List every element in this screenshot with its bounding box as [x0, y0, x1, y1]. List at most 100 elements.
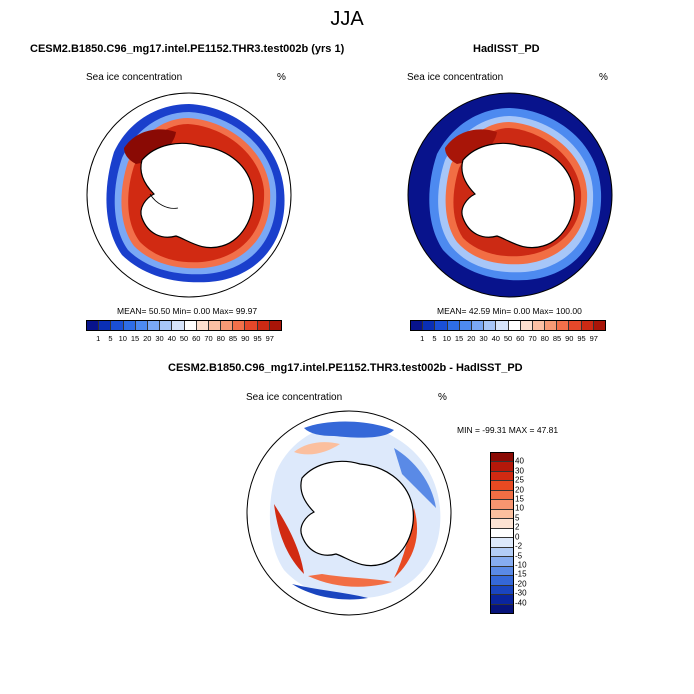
- colorbar-swatch: [245, 321, 258, 330]
- diff-colorbar-swatches: [490, 452, 514, 614]
- colorbar-swatch: [491, 509, 513, 520]
- diff-antarctica: [300, 460, 414, 567]
- colorbar-swatch: [491, 547, 513, 558]
- colorbar-swatch: [459, 321, 472, 330]
- colorbar-swatch: [447, 321, 460, 330]
- colorbar-label: 40: [167, 334, 176, 343]
- colorbar-label: -40: [515, 598, 527, 608]
- colorbar-swatch: [123, 321, 136, 330]
- colorbar-swatch: [491, 481, 513, 491]
- colorbar-swatch: [196, 321, 209, 330]
- colorbar-label: 20: [515, 485, 524, 495]
- colorbar-swatch: [491, 566, 513, 577]
- obs-polar-map: [407, 92, 613, 298]
- colorbar-label: 10: [515, 503, 524, 513]
- colorbar-swatch: [491, 604, 513, 613]
- diff-panel-title: CESM2.B1850.C96_mg17.intel.PE1152.THR3.t…: [168, 362, 523, 374]
- colorbar-swatch: [557, 321, 570, 330]
- diff-polar-map: [246, 410, 452, 616]
- colorbar-swatch: [491, 595, 513, 605]
- colorbar-label: -30: [515, 588, 527, 598]
- colorbar-label: 10: [442, 334, 451, 343]
- colorbar-swatch: [208, 321, 222, 330]
- colorbar-swatch: [491, 528, 513, 539]
- colorbar-swatch: [221, 321, 234, 330]
- colorbar-label: 1: [420, 334, 425, 343]
- colorbar-label: 25: [515, 475, 524, 485]
- colorbar-label: 20: [467, 334, 476, 343]
- season-title: JJA: [330, 8, 364, 30]
- diff-colorbar-labels: 40 30 25 20 15 10 5 2 0 -2 -5 -10 -15 -20 -30 -40: [515, 452, 545, 612]
- colorbar-label: 30: [479, 334, 488, 343]
- diff-colorbar: [490, 452, 514, 614]
- colorbar-swatch: [545, 321, 558, 330]
- model-colorbar-labels: 1 5 10 15 20 30 40 50 60 70 80 85 90 95 97: [86, 334, 282, 346]
- colorbar-label: 40: [515, 456, 524, 466]
- colorbar-swatch: [111, 321, 124, 330]
- model-subtitle-left: Sea ice concentration: [86, 72, 183, 83]
- colorbar-swatch: [484, 321, 497, 330]
- obs-subtitle-units: %: [599, 72, 608, 83]
- obs-colorbar-labels: 1 5 10 15 20 30 40 50 60 70 80 85 90 95 97: [410, 334, 606, 346]
- colorbar-label: 80: [216, 334, 225, 343]
- colorbar-swatch: [135, 321, 148, 330]
- colorbar-swatch: [491, 453, 513, 463]
- colorbar-swatch: [491, 538, 513, 548]
- colorbar-label: 15: [454, 334, 464, 343]
- colorbar-label: 60: [516, 334, 525, 343]
- obs-antarctica: [461, 142, 575, 249]
- colorbar-label: 50: [179, 334, 189, 343]
- colorbar-label: 15: [515, 494, 524, 504]
- model-colorbar: [86, 320, 282, 331]
- model-subtitle-units: %: [277, 72, 286, 83]
- colorbar-label: 1: [96, 334, 101, 343]
- colorbar-label: -10: [515, 560, 527, 570]
- model-colorbar-swatches: [86, 320, 282, 331]
- colorbar-swatch: [520, 321, 533, 330]
- colorbar-label: 95: [253, 334, 262, 343]
- colorbar-swatch: [532, 321, 546, 330]
- colorbar-label: 40: [491, 334, 500, 343]
- colorbar-swatch: [491, 490, 513, 501]
- colorbar-swatch: [491, 557, 513, 567]
- colorbar-label: 5: [108, 334, 113, 343]
- diff-stats: MIN = -99.31 MAX = 47.81: [457, 425, 559, 435]
- colorbar-label: 90: [565, 334, 574, 343]
- model-polar-map: [86, 92, 292, 298]
- colorbar-swatch: [87, 321, 100, 330]
- colorbar-swatch: [172, 321, 185, 330]
- colorbar-swatch: [184, 321, 197, 330]
- obs-colorbar: [410, 320, 606, 331]
- colorbar-label: 97: [265, 334, 274, 343]
- colorbar-swatch: [581, 321, 594, 330]
- colorbar-swatch: [496, 321, 509, 330]
- obs-colorbar-swatches: [410, 320, 606, 331]
- colorbar-swatch: [269, 321, 281, 330]
- colorbar-swatch: [491, 585, 513, 596]
- colorbar-label: 85: [552, 334, 562, 343]
- colorbar-swatch: [147, 321, 161, 330]
- colorbar-swatch: [99, 321, 112, 330]
- colorbar-swatch: [508, 321, 521, 330]
- model-ice-core: [124, 129, 176, 164]
- colorbar-label: 90: [241, 334, 250, 343]
- colorbar-label: 60: [192, 334, 201, 343]
- colorbar-swatch: [423, 321, 436, 330]
- colorbar-swatch: [233, 321, 246, 330]
- obs-subtitle-left: Sea ice concentration: [407, 72, 504, 83]
- colorbar-label: 15: [130, 334, 140, 343]
- colorbar-swatch: [491, 471, 513, 482]
- colorbar-label: 97: [589, 334, 598, 343]
- diff-subtitle-units: %: [438, 392, 447, 403]
- colorbar-label: 10: [118, 334, 127, 343]
- colorbar-label: 30: [515, 466, 524, 476]
- colorbar-label: 20: [143, 334, 152, 343]
- colorbar-label: -20: [515, 579, 527, 589]
- colorbar-label: 70: [204, 334, 213, 343]
- colorbar-label: 95: [577, 334, 586, 343]
- colorbar-swatch: [491, 500, 513, 510]
- colorbar-label: 5: [515, 513, 520, 523]
- colorbar-swatch: [160, 321, 173, 330]
- colorbar-swatch: [491, 462, 513, 472]
- colorbar-label: -2: [515, 541, 523, 551]
